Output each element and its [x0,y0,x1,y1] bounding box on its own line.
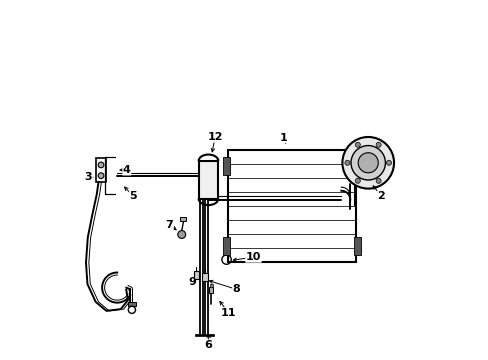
Circle shape [98,173,104,179]
Bar [198,161,218,199]
Bar [96,158,105,182]
Bar [223,157,230,175]
Circle shape [375,178,380,183]
Circle shape [98,162,104,168]
Text: 3: 3 [84,172,92,182]
Circle shape [344,160,349,165]
Bar [209,284,212,287]
Circle shape [386,160,391,165]
Bar [128,302,136,306]
Text: 2: 2 [377,191,385,201]
Bar [193,271,199,279]
Text: 8: 8 [232,284,240,294]
Circle shape [342,137,393,189]
Bar [202,273,207,281]
Text: 1: 1 [280,133,287,143]
Bar [180,217,186,221]
Text: 9: 9 [188,277,196,287]
Circle shape [350,145,385,180]
Circle shape [355,178,360,183]
Text: 10: 10 [245,252,261,262]
Text: 7: 7 [165,220,173,230]
Text: 4: 4 [122,165,131,175]
Text: 6: 6 [204,340,212,350]
Circle shape [178,230,185,238]
Circle shape [355,142,360,147]
Circle shape [357,153,378,173]
Text: 5: 5 [129,191,137,201]
Text: 11: 11 [220,308,236,318]
Text: 12: 12 [207,132,223,142]
Circle shape [375,142,380,147]
Bar [353,237,360,255]
Bar [223,237,230,255]
Bar [208,287,213,293]
Bar [353,157,360,175]
Bar [195,334,213,336]
Bar [228,149,355,262]
